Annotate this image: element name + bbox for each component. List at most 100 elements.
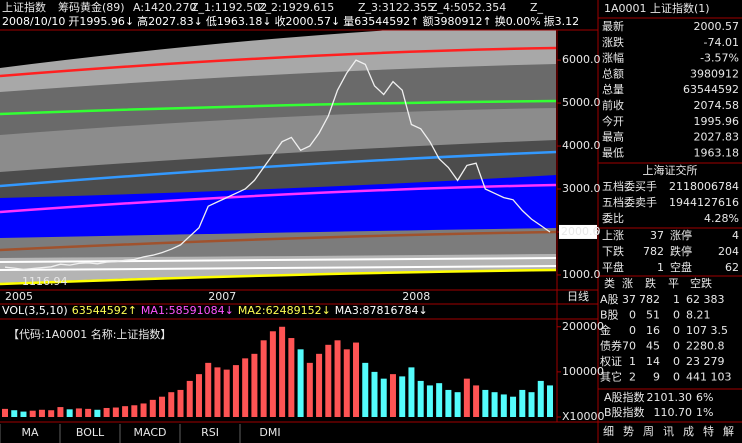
indicator-tab: DMI bbox=[259, 426, 280, 439]
table-row-name: A股 bbox=[600, 293, 619, 306]
quote-line: 2008/10/10 开1995.96↓ 高2027.83↓ 低1963.18↓ 收20… bbox=[2, 14, 579, 28]
volume-field: MA1:58591084↓ bbox=[141, 304, 234, 317]
table-row-name: B股 bbox=[600, 309, 619, 322]
volume-bar bbox=[11, 410, 18, 417]
indicator-param: Z_1:1192.502 bbox=[191, 1, 267, 14]
breadth-value: 62 bbox=[725, 261, 739, 274]
quote-value: -74.01 bbox=[704, 36, 739, 49]
table-cell: 0 bbox=[673, 309, 680, 322]
table-cell: 51 bbox=[646, 309, 660, 322]
chip-line bbox=[0, 265, 556, 271]
index-value: 110.70 bbox=[654, 406, 693, 419]
quote-label: 总量 bbox=[602, 82, 624, 96]
volume-bar bbox=[214, 367, 221, 417]
chip-line bbox=[0, 99, 556, 116]
symbol-name: 上证指数 bbox=[2, 0, 46, 14]
table-cell: 8.21 bbox=[686, 309, 711, 322]
volume-bar bbox=[306, 362, 313, 417]
volume-bar bbox=[297, 349, 304, 417]
y-tick-label: 5000.0 bbox=[562, 96, 601, 109]
table-cell: 441 103 bbox=[686, 371, 732, 384]
volume-bar bbox=[140, 403, 147, 417]
chip-bands bbox=[0, 30, 556, 290]
volume-bar bbox=[343, 349, 350, 417]
table-row-name: 债券 bbox=[600, 339, 622, 353]
chip-line bbox=[0, 230, 556, 252]
order-value: 2118006784 bbox=[669, 180, 739, 193]
indicator-tab: MACD bbox=[134, 426, 167, 439]
volume-bar bbox=[510, 396, 517, 417]
panel-tab[interactable]: 周 bbox=[643, 425, 654, 438]
breadth-value: 4 bbox=[732, 229, 739, 242]
breadth-label: 上涨 bbox=[602, 229, 624, 242]
indicator-param: Z_4:5052.354 bbox=[430, 1, 506, 14]
volume-bar bbox=[362, 362, 369, 417]
low-label: 1116.94 bbox=[22, 275, 68, 288]
quote-field: 开1995.96↓ bbox=[68, 15, 134, 28]
table-cell: 107 3.5 bbox=[686, 324, 728, 337]
order-value: 1944127616 bbox=[669, 196, 739, 209]
quote-field: 高2027.83↓ bbox=[137, 14, 203, 28]
indicator-name: 筹码黄金(89) bbox=[58, 0, 125, 14]
panel-tab[interactable]: 成 bbox=[683, 425, 694, 438]
panel-tab[interactable]: 解 bbox=[723, 424, 734, 438]
x-tick-label: 2005 bbox=[5, 290, 33, 303]
quote-label: 今开 bbox=[602, 114, 624, 128]
quote-field: 额3980912↑ bbox=[423, 15, 492, 28]
quote-label: 涨跌 bbox=[602, 35, 624, 49]
indicator-tab: RSI bbox=[201, 426, 219, 439]
panel-tab[interactable]: 细 bbox=[603, 425, 614, 438]
chip-line bbox=[0, 150, 556, 188]
volume-bar bbox=[353, 342, 360, 417]
table-header: 平 bbox=[668, 277, 679, 290]
index-value: 2101.30 bbox=[647, 391, 693, 404]
volume-bar bbox=[279, 326, 286, 417]
table-cell: 1 bbox=[673, 293, 680, 306]
volume-bar bbox=[223, 369, 230, 417]
volume-bar bbox=[417, 380, 424, 417]
indicator-tab: MA bbox=[21, 426, 38, 439]
y-tick-label: 200000 bbox=[562, 320, 604, 333]
indicator-param: A:1420.270 bbox=[133, 1, 197, 14]
quote-label: 涨幅 bbox=[602, 52, 624, 65]
volume-bar bbox=[399, 376, 406, 417]
order-label: 委比 bbox=[602, 212, 624, 225]
table-cell: 0 bbox=[629, 324, 636, 337]
volume-bar bbox=[103, 407, 110, 417]
volume-bar bbox=[251, 353, 258, 417]
chip-line bbox=[0, 257, 556, 263]
panel-tab[interactable]: 讯 bbox=[663, 425, 674, 438]
volume-bar bbox=[288, 338, 295, 417]
table-row-name: 其它 bbox=[600, 370, 622, 384]
volume-bar bbox=[547, 385, 553, 417]
quote-value: 2074.58 bbox=[694, 99, 740, 112]
table-cell: 1 bbox=[629, 355, 636, 368]
volume-bar bbox=[177, 389, 184, 417]
indicator-param: Z_3:3122.355 bbox=[358, 1, 434, 14]
table-cell: 16 bbox=[646, 324, 660, 337]
volume-bar bbox=[168, 392, 175, 417]
volume-bar bbox=[122, 406, 129, 417]
panel-tab[interactable]: 特 bbox=[703, 424, 714, 438]
volume-header: VOL(3,5,10) 63544592↑ MA1:58591084↓ MA2:624… bbox=[2, 304, 428, 317]
table-cell: 2280.8 bbox=[686, 340, 725, 353]
breadth-value: 1 bbox=[657, 261, 664, 274]
breadth-label: 跌停 bbox=[670, 244, 692, 258]
index-name: A股指数 bbox=[604, 390, 645, 404]
y-tick-label: 4000.0 bbox=[562, 139, 601, 152]
volume-bar bbox=[269, 331, 276, 417]
quote-value: 1995.96 bbox=[694, 115, 740, 128]
indicator-param: Z_ bbox=[530, 1, 544, 14]
panel-tab[interactable]: 势 bbox=[623, 425, 634, 438]
quote-field: 收2000.57↓ bbox=[275, 14, 341, 28]
price-line bbox=[4, 59, 551, 271]
volume-bar bbox=[491, 392, 498, 417]
volume-bar bbox=[232, 365, 239, 417]
order-label: 五档委卖手 bbox=[602, 195, 657, 209]
volume-bar bbox=[57, 407, 64, 417]
quote-field: 换0.00% bbox=[495, 14, 541, 28]
quote-field: 量63544592↑ bbox=[343, 15, 419, 28]
table-cell: 2 bbox=[629, 371, 636, 384]
volume-bar bbox=[473, 385, 480, 417]
volume-bar bbox=[2, 408, 8, 417]
